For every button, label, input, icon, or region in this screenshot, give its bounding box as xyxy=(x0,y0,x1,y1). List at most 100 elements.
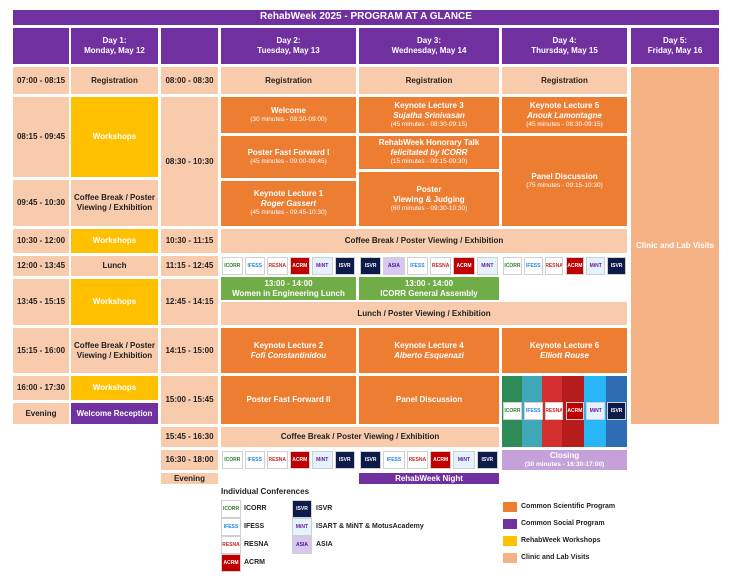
poster-fast-forward-1: Poster Fast Forward I (45 minutes - 09:0… xyxy=(221,136,356,178)
icorr-logo: ICORR xyxy=(503,402,522,420)
session-title: Keynote Lecture 5 xyxy=(529,100,600,110)
event-time: 13:00 - 14:00 xyxy=(404,278,454,288)
day-header-5: Day 5: Friday, May 16 xyxy=(631,28,719,64)
mint-logo: MiNT xyxy=(453,451,475,469)
time-cell: 15:00 - 15:45 xyxy=(161,376,218,424)
day-date: Wednesday, May 14 xyxy=(391,46,467,55)
registration-session: Registration xyxy=(359,67,499,94)
registration-session: Registration xyxy=(221,67,356,94)
time-cell: 14:15 - 15:00 xyxy=(161,328,218,373)
isvr-logo: ISVR xyxy=(360,257,382,275)
keynote-lecture-2: Keynote Lecture 2 Fofi Constantinidou xyxy=(221,328,356,373)
resna-logo: RESNA xyxy=(267,451,288,469)
icorr-logo: ICORR xyxy=(503,257,522,275)
ifess-logo: IFESS xyxy=(523,402,543,420)
panel-discussion: Panel Discussion xyxy=(359,376,499,424)
logo-strip: ISVR ASIA IFESS RESNA ACRM MiNT xyxy=(359,256,499,276)
workshops-session: Workshops xyxy=(71,229,158,253)
day-header-2-time xyxy=(161,28,218,64)
event-title: ICORR General Assembly xyxy=(380,288,478,298)
ifess-logo: IFESS xyxy=(244,451,265,469)
day-label: Day 2: xyxy=(276,36,301,45)
legend-swatch-workshops xyxy=(503,536,517,546)
day-label: Day 1: xyxy=(102,36,127,45)
legend-workshops: RehabWeek Workshops xyxy=(521,537,601,544)
mint-logo: MiNT xyxy=(586,257,606,275)
legend-clinic: Clinic and Lab Visits xyxy=(521,554,590,561)
lunch-session: Lunch xyxy=(71,256,158,276)
poster-fast-forward-2: Poster Fast Forward II xyxy=(221,376,356,424)
keynote-lecture-6: Keynote Lecture 6 Elliott Rouse xyxy=(502,328,627,373)
asia-logo: ASIA xyxy=(383,257,405,275)
session-title: Poster Fast Forward I xyxy=(247,147,330,157)
time-cell: 08:00 - 08:30 xyxy=(161,67,218,94)
isvr-logo: ISVR xyxy=(334,257,355,275)
session-duration: (45 minutes - 09:45-10:30) xyxy=(250,209,327,217)
legend-isart: ISART & MiNT & MotusAcademy xyxy=(316,523,424,530)
speaker-name: Fofi Constantinidou xyxy=(250,350,327,360)
day-header-4: Day 4: Thursday, May 15 xyxy=(502,28,627,64)
logo-strip: ISVR IFESS RESNA ACRM MiNT ISVR xyxy=(359,450,499,470)
welcome-session: Welcome (30 minutes - 08:30-09:00) xyxy=(221,97,356,133)
event-time: 13:00 - 14:00 xyxy=(264,278,313,288)
legend-common-social: Common Social Program xyxy=(521,520,605,527)
session-title: Keynote Lecture 1 xyxy=(253,189,324,199)
closing-session: Closing (30 minutes - 16:30-17:00) xyxy=(502,450,627,470)
legend-swatch-clinic xyxy=(503,553,517,563)
speaker-name: Anouk Lamontagne xyxy=(527,110,602,120)
mint-logo: MiNT xyxy=(312,257,333,275)
legend-icorr: ICORR xyxy=(244,505,267,512)
day-header-3: Day 3: Wednesday, May 14 xyxy=(359,28,499,64)
isvr-logo: ISVR xyxy=(334,451,355,469)
resna-logo: RESNA xyxy=(544,257,564,275)
speaker-name: Roger Gassert xyxy=(260,199,317,209)
speaker-name: Elliott Rouse xyxy=(540,350,589,360)
session-title: Panel Discussion xyxy=(531,171,598,181)
session-duration: (15 minutes - 09:15-09:30) xyxy=(390,158,468,166)
panel-discussion: Panel Discussion (75 minutes - 09:15-10:… xyxy=(502,136,627,226)
workshops-session: Workshops xyxy=(71,279,158,325)
speaker-name: Sujatha Srinivasan xyxy=(393,110,465,120)
time-cell: 12:45 - 14:15 xyxy=(161,279,218,325)
logo-strip: ICORR IFESS RESNA ACRM MiNT ISVR xyxy=(221,256,356,276)
legend-acrm: ACRM xyxy=(244,559,265,566)
event-title: Women in Engineering Lunch xyxy=(232,288,345,298)
session-title: Welcome xyxy=(271,105,306,115)
isvr-logo: ISVR xyxy=(607,257,626,275)
acrm-logo: ACRM xyxy=(221,554,241,572)
acrm-logo: ACRM xyxy=(289,451,310,469)
legend-swatch-social xyxy=(503,519,517,529)
time-cell: 09:45 - 10:30 xyxy=(13,180,69,226)
time-cell: 10:30 - 12:00 xyxy=(13,229,69,253)
logo-strip: ICORR IFESS RESNA ACRM MiNT ISVR xyxy=(502,256,627,276)
ifess-logo: IFESS xyxy=(383,451,405,469)
isvr-logo: ISVR xyxy=(607,402,626,420)
session-title: Poster xyxy=(416,184,442,194)
day-date: Friday, May 16 xyxy=(647,46,703,55)
icorr-logo: ICORR xyxy=(222,451,243,469)
legend-ifess: IFESS xyxy=(244,523,265,530)
session-title: Keynote Lecture 6 xyxy=(529,340,600,350)
keynote-lecture-3: Keynote Lecture 3 Sujatha Srinivasan (45… xyxy=(359,97,499,133)
lunch-poster-session: Lunch / Poster Viewing / Exhibition xyxy=(221,302,627,325)
keynote-lecture-5: Keynote Lecture 5 Anouk Lamontagne (45 m… xyxy=(502,97,627,133)
women-in-engineering-lunch: 13:00 - 14:00 Women in Engineering Lunch xyxy=(221,277,356,300)
session-duration: (45 minutes - 08:30-09:15) xyxy=(526,120,603,128)
icorr-general-assembly: 13:00 - 14:00 ICORR General Assembly xyxy=(359,277,499,300)
day-header-1 xyxy=(13,28,69,64)
rehabweek-night: RehabWeek Night xyxy=(359,473,499,484)
ifess-logo: IFESS xyxy=(221,518,241,536)
session-duration: (45 minutes - 08:30-09:15) xyxy=(390,120,468,128)
legend-swatch-scientific xyxy=(503,502,517,512)
session-title: RehabWeek Honorary Talk xyxy=(378,138,480,148)
logo-strip: ICORR IFESS RESNA ACRM MiNT ISVR xyxy=(221,450,356,470)
time-cell: 15:45 - 16:30 xyxy=(161,427,218,447)
day-date: Thursday, May 15 xyxy=(531,46,598,55)
time-cell: 08:30 - 10:30 xyxy=(161,97,218,226)
isvr-logo: ISVR xyxy=(360,451,382,469)
time-cell: 08:15 - 09:45 xyxy=(13,97,69,177)
workshops-session: Workshops xyxy=(71,97,158,177)
session-title: Closing xyxy=(549,450,580,460)
ifess-logo: IFESS xyxy=(244,257,265,275)
acrm-logo: ACRM xyxy=(453,257,475,275)
